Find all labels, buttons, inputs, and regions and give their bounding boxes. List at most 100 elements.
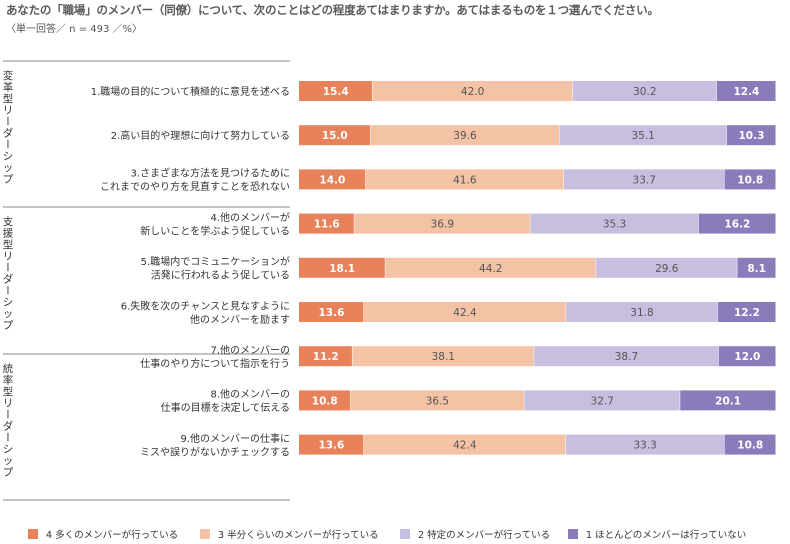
legend-item-many: 4 多くのメンバーが行っている: [28, 527, 178, 541]
group-name-char: ー: [1, 409, 13, 420]
data-label: 36.5: [426, 395, 449, 407]
bar-segment: [299, 169, 366, 190]
bar-segment: [566, 302, 718, 322]
data-label: 16.2: [724, 219, 750, 231]
bar-segment: [698, 213, 776, 234]
data-label: 36.9: [431, 219, 454, 231]
data-label: 11.6: [314, 219, 340, 231]
bar-segment: [572, 81, 717, 101]
bar-segment: [717, 302, 776, 322]
data-label: 14.0: [319, 174, 345, 186]
group-name-char: 統: [3, 362, 14, 375]
bar-segment: [385, 257, 597, 278]
legend-swatch: [28, 529, 38, 539]
chart-note: 〈単一回答／ n = 493 ／%〉: [6, 24, 143, 35]
data-label: 38.7: [615, 351, 638, 363]
data-label: 42.4: [453, 307, 477, 319]
bar-segment: [559, 125, 727, 146]
group-name-char: シ: [3, 297, 14, 309]
bar-segment: [680, 390, 776, 411]
legend-label: 3 半分くらいのメンバーが行っている: [218, 530, 379, 541]
bar-segment: [299, 434, 364, 455]
bar-segment: [530, 213, 699, 234]
item-label: 1.職場の目的について積極的に意見を述べる: [91, 85, 290, 98]
bar-segment: [350, 390, 525, 411]
legend-item-half: 3 半分くらいのメンバーが行っている: [200, 527, 379, 541]
legend-item-specific: 2 特定のメンバーが行っている: [400, 527, 550, 541]
data-label: 20.1: [715, 395, 741, 407]
data-label: 18.1: [329, 263, 355, 275]
data-label: 12.0: [734, 351, 760, 363]
data-label: 10.8: [737, 174, 763, 186]
data-label: 13.6: [318, 440, 344, 452]
bar-segment: [724, 169, 776, 190]
group-name-char: 支: [3, 216, 14, 228]
item-label: これまでのやり方を見直すことを恐れない: [100, 180, 290, 193]
item-label: 3.さまざまな方法を見つけるために: [130, 167, 290, 180]
group-name-char: 援: [3, 227, 14, 240]
item-label: 他のメンバーを励ます: [190, 313, 290, 326]
item-label: 活発に行われるよう促している: [151, 269, 290, 282]
data-label: 33.3: [633, 440, 656, 452]
bar-segment: [737, 257, 776, 278]
data-label: 32.7: [591, 395, 614, 407]
item-label: 5.職場内でコミュニケーションが: [141, 255, 290, 268]
data-label: 8.1: [747, 263, 766, 275]
data-label: 42.4: [453, 440, 477, 452]
data-label: 30.2: [633, 86, 656, 98]
group-name-char: 型: [3, 385, 14, 398]
bar-segment: [299, 213, 355, 234]
group-name-char: ー: [1, 432, 13, 443]
data-label: 10.3: [738, 130, 764, 142]
group-name-char: シ: [3, 444, 14, 456]
item-label: 仕事の目標を決定して伝える: [161, 401, 290, 414]
bar-segment: [299, 81, 373, 101]
legend-label: 1 ほとんどのメンバーは行っていない: [586, 530, 747, 541]
bar-segment: [724, 434, 776, 455]
data-label: 38.1: [432, 351, 455, 363]
legend-swatch: [200, 529, 210, 539]
bar-segment: [370, 125, 560, 146]
group-name-char: 率: [3, 374, 14, 387]
chart-title: あなたの「職場」のメンバー（同僚）について、次のことはどの程度あてはまりますか。…: [6, 3, 659, 17]
bar-segment: [534, 346, 719, 367]
data-label: 10.8: [737, 440, 763, 452]
item-label: 7.他のメンバーの: [210, 343, 290, 356]
group-name-char: プ: [3, 174, 14, 186]
data-label: 35.1: [631, 130, 654, 142]
data-label: 41.6: [453, 174, 477, 186]
legend: 4 多くのメンバーが行っている 3 半分くらいのメンバーが行っている 2 特定の…: [28, 527, 788, 541]
data-label: 31.8: [630, 307, 653, 319]
group-name-char: リ: [3, 251, 14, 263]
item-label: ミスや誤りがないかチェックする: [140, 445, 290, 458]
group-name-char: プ: [3, 320, 14, 332]
data-label: 15.4: [323, 86, 349, 98]
bar-segment: [718, 346, 776, 367]
bar-segment: [565, 434, 725, 455]
bar-segment: [596, 257, 738, 278]
bar-segment: [524, 390, 681, 411]
item-label: 新しいことを学ぶよう促している: [140, 224, 290, 237]
data-label: 13.6: [318, 307, 344, 319]
group-name-char: 変: [3, 69, 14, 82]
data-label: 29.6: [655, 263, 679, 275]
bar-segment: [363, 434, 566, 455]
bar-segment: [365, 169, 564, 190]
data-label: 15.0: [322, 130, 348, 142]
data-label: 35.3: [603, 219, 626, 231]
legend-label: 4 多くのメンバーが行っている: [46, 530, 179, 541]
data-label: 44.2: [479, 263, 502, 275]
group-name-char: ー: [1, 139, 13, 150]
data-label: 33.7: [633, 174, 656, 186]
group-name-char: リ: [3, 105, 14, 117]
item-label: 4.他のメンバーが: [210, 211, 290, 224]
group-name-char: ー: [1, 285, 13, 296]
group-name-char: ッ: [3, 455, 14, 467]
group-name-char: ー: [1, 116, 13, 127]
item-label: 2.高い目的や理想に向けて努力している: [111, 129, 290, 142]
item-label: 9.他のメンバーの仕事に: [180, 432, 290, 445]
item-label: 6.失敗を次のチャンスと見なすように: [121, 299, 290, 312]
group-name-char: ー: [1, 262, 13, 273]
data-label: 42.0: [461, 86, 484, 98]
